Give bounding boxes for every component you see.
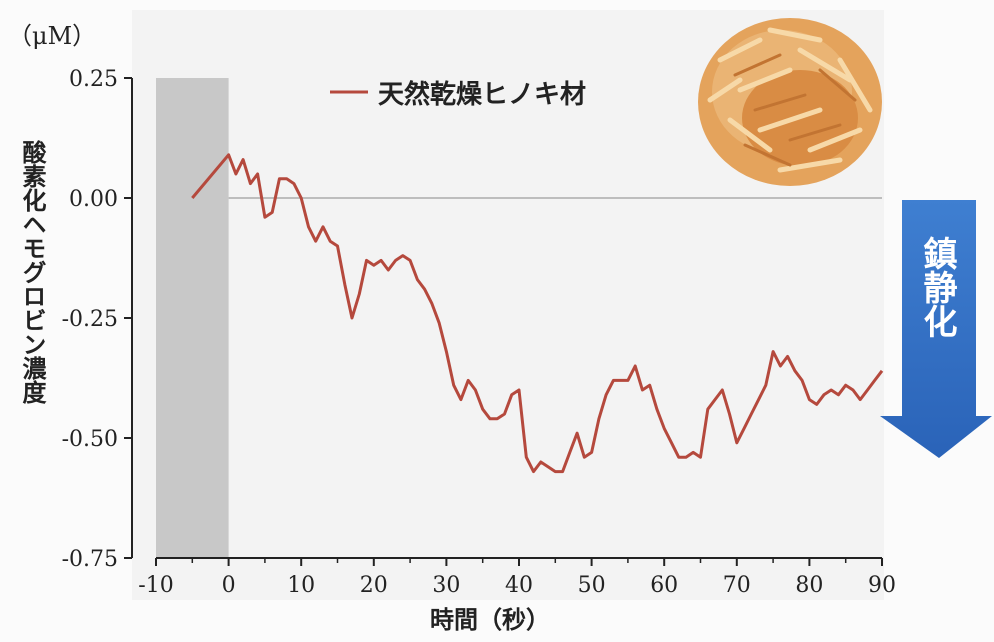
x-tick-label: 40: [505, 573, 533, 598]
y-tick-label: -0.75: [62, 547, 118, 572]
x-tick-label: 20: [360, 573, 388, 598]
y-axis-label: 酸素化ヘモグロビン濃度: [18, 140, 46, 404]
x-tick-label: 60: [650, 573, 678, 598]
wood-chips-image: [698, 18, 882, 186]
sedation-annotation: 鎮静化: [917, 236, 957, 338]
x-tick-label: 10: [287, 573, 315, 598]
x-tick-label: 80: [795, 573, 823, 598]
x-tick-label: 70: [723, 573, 751, 598]
legend-label: 天然乾燥ヒノキ材: [378, 80, 587, 110]
y-tick-label: -0.50: [62, 427, 118, 452]
x-tick-label: 0: [222, 573, 236, 598]
x-tick-label: 50: [578, 573, 606, 598]
unit-label: （μM）: [8, 22, 96, 50]
series-line: [191, 153, 884, 474]
shaded-region: [156, 78, 229, 558]
y-tick-label: -0.25: [62, 307, 118, 332]
y-tick-label: 0.00: [69, 187, 118, 212]
y-ticks: 0.25 0.00 -0.25 -0.50 -0.75: [62, 67, 132, 572]
x-tick-label: -10: [138, 573, 173, 598]
x-tick-label: 90: [868, 573, 896, 598]
x-tick-label: 30: [432, 573, 460, 598]
x-ticks: -10 0 10 20 30 40 50 60 70 80 90: [138, 558, 896, 598]
sedation-arrow: [880, 200, 992, 458]
x-axis-label: 時間（秒）: [430, 606, 550, 634]
y-tick-label: 0.25: [69, 67, 118, 92]
